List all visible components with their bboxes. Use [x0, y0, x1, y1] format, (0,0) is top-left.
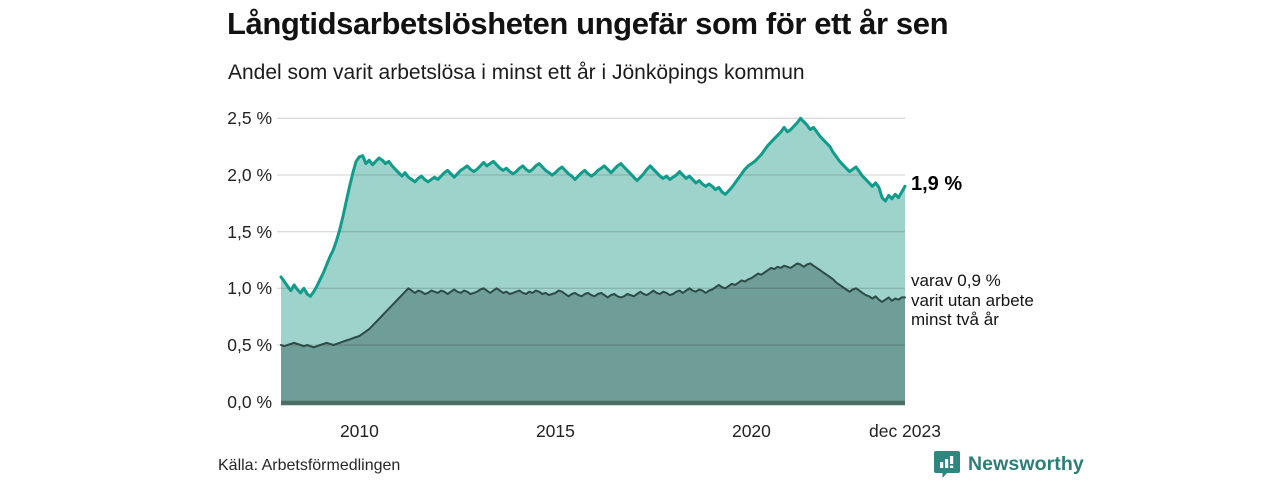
chart-title: Långtidsarbetslösheten ungefär som för e… [227, 6, 949, 41]
y-tick-label: 0,5 % [227, 335, 272, 356]
y-tick-label: 1,0 % [227, 278, 272, 299]
y-tick-label: 0,0 % [227, 391, 272, 412]
line-series2 [280, 262, 906, 349]
newsworthy-wordmark: Newsworthy [968, 452, 1084, 475]
x-tick-label: 2015 [535, 421, 575, 441]
y-tick-label: 2,0 % [227, 164, 272, 185]
series2-annotation: varav 0,9 % varit utan arbete minst två … [911, 271, 1034, 330]
series2-annotation-line3: minst två år [911, 310, 999, 329]
area-series2 [281, 263, 905, 402]
x-tick-label: 2020 [731, 421, 771, 441]
x-tick-label: dec 2023 [868, 421, 941, 441]
x-tick-label: 2010 [339, 421, 379, 441]
bar-chart-speech-bubble-icon [934, 451, 960, 478]
series2-annotation-line2: varit utan arbete [911, 290, 1034, 310]
chart-subtitle: Andel som varit arbetslösa i minst ett å… [228, 61, 805, 84]
newsworthy-logo: Newsworthy [934, 450, 1084, 478]
line-series1 [279, 116, 907, 298]
source-credit: Källa: Arbetsförmedlingen [218, 457, 401, 474]
y-tick-label: 1,5 % [227, 221, 272, 242]
series2-annotation-line1: varav 0,9 % [911, 271, 1001, 290]
series1-value-label: 1,9 % [911, 173, 963, 195]
y-tick-label: 2,5 % [227, 108, 272, 129]
